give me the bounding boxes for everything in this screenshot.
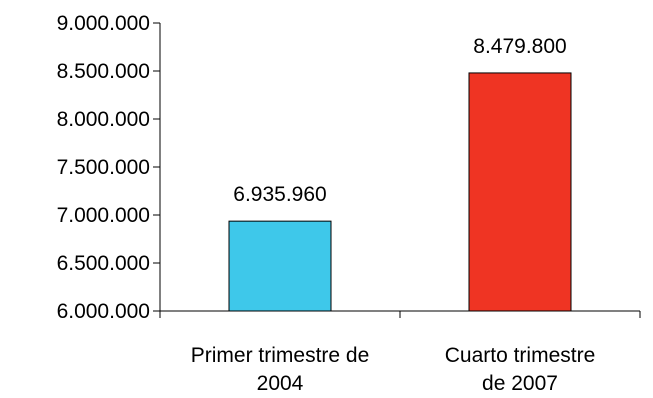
- y-tick-label: 9.000.000: [57, 12, 150, 35]
- y-tick-label: 6.500.000: [57, 252, 150, 275]
- x-category-label: Cuarto trimestre: [445, 344, 596, 367]
- y-tick-label: 8.000.000: [57, 108, 150, 131]
- bar: [468, 72, 572, 312]
- x-category-label: de 2007: [482, 372, 558, 395]
- y-tick-label: 7.000.000: [57, 204, 150, 227]
- data-label: 6.935.960: [233, 183, 326, 206]
- bar: [228, 220, 332, 312]
- y-tick-label: 8.500.000: [57, 60, 150, 83]
- y-tick-label: 6.000.000: [57, 300, 150, 323]
- x-category-label: Primer trimestre de: [191, 344, 370, 367]
- y-tick-label: 7.500.000: [57, 156, 150, 179]
- data-label: 8.479.800: [473, 35, 566, 58]
- x-category-label: 2004: [257, 372, 304, 395]
